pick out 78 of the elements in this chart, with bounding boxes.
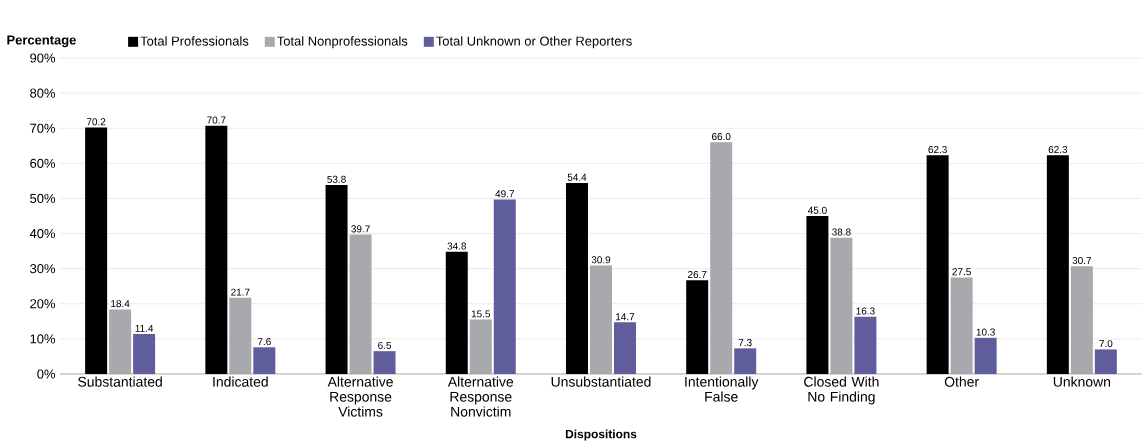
bar: [974, 337, 997, 374]
bar: [830, 237, 853, 374]
bar: [589, 265, 612, 374]
data-label: 53.8: [327, 175, 346, 183]
legend-label: Total Unknown or Other Reporters: [436, 36, 632, 49]
data-label: 7.3: [738, 339, 752, 347]
y-tick-label: 60%: [30, 158, 56, 168]
data-label: 6.5: [378, 341, 392, 349]
bar: [445, 251, 468, 374]
data-label: 30.9: [591, 256, 611, 264]
data-label: 10.3: [976, 328, 995, 336]
y-tick-label: 0%: [37, 369, 56, 379]
data-label: 54.4: [567, 173, 587, 181]
x-tick-label: Substantiated: [78, 376, 162, 387]
legend-label: Total Professionals: [140, 36, 249, 46]
bar: [229, 297, 252, 374]
data-label: 18.4: [111, 300, 130, 308]
y-tick-label: 10%: [30, 334, 56, 344]
bar: [85, 127, 108, 374]
bar: [710, 142, 733, 374]
data-label: 62.3: [1048, 146, 1068, 154]
y-tick-label: 70%: [30, 123, 56, 133]
bar: [1094, 349, 1117, 374]
data-label: 15.5: [471, 310, 491, 318]
y-tick-label: 90%: [30, 53, 56, 63]
y-tick-label: 40%: [29, 228, 56, 239]
data-label: 70.7: [207, 116, 226, 124]
bar: [926, 155, 949, 374]
bar: [205, 125, 228, 374]
data-label: 62.3: [928, 146, 947, 154]
bar: [950, 277, 973, 374]
data-label: 45.0: [807, 206, 827, 214]
data-label: 30.7: [1072, 256, 1092, 264]
bar: [349, 234, 372, 374]
y-axis-title: Percentage: [7, 35, 76, 48]
bar: [613, 322, 636, 374]
bar: [133, 333, 156, 374]
data-label: 70.2: [86, 118, 106, 126]
x-tick-label: Unknown: [1053, 376, 1111, 387]
data-label: 7.6: [257, 338, 271, 346]
bar: [806, 215, 829, 374]
x-tick-label: Indicated: [213, 376, 268, 387]
data-label: 21.7: [231, 288, 250, 296]
x-axis-title: Dispositions: [565, 429, 637, 441]
bar: [1046, 155, 1069, 374]
y-tick-label: 50%: [30, 193, 56, 204]
bar: [253, 347, 276, 374]
data-label: 34.8: [447, 242, 467, 250]
bar: [493, 199, 516, 374]
y-tick-label: 30%: [30, 264, 56, 274]
bar: [734, 348, 757, 374]
x-tick-label: Closed With No Finding: [804, 376, 879, 405]
data-label: 39.7: [351, 225, 370, 233]
legend-label: Total Nonprofessionals: [277, 36, 408, 49]
x-tick-label: Unsubstantiated: [551, 376, 651, 387]
y-tick-label: 20%: [30, 299, 56, 309]
data-label: 14.7: [616, 313, 635, 321]
bar: [469, 319, 492, 374]
x-tick-label: Alternative Response Nonvictim: [447, 376, 514, 417]
bar: [373, 351, 396, 374]
y-tick-label: 80%: [30, 88, 56, 98]
data-label: 27.5: [952, 268, 971, 276]
bar: [325, 185, 348, 374]
bar: [686, 280, 709, 374]
bar: [565, 182, 588, 374]
data-label: 49.7: [495, 190, 514, 198]
data-label: 16.3: [856, 307, 875, 315]
x-tick-label: Other: [944, 376, 979, 387]
x-tick-label: Intentionally False: [685, 376, 759, 402]
data-label: 7.0: [1099, 340, 1113, 348]
data-label: 11.4: [135, 324, 154, 332]
x-tick-label: Alternative Response Victims: [327, 376, 393, 417]
bar: [1070, 266, 1093, 374]
data-label: 38.8: [832, 228, 851, 236]
bar: [854, 316, 877, 374]
data-label: 66.0: [712, 133, 731, 141]
bar: [109, 309, 132, 374]
data-label: 26.7: [688, 270, 707, 279]
